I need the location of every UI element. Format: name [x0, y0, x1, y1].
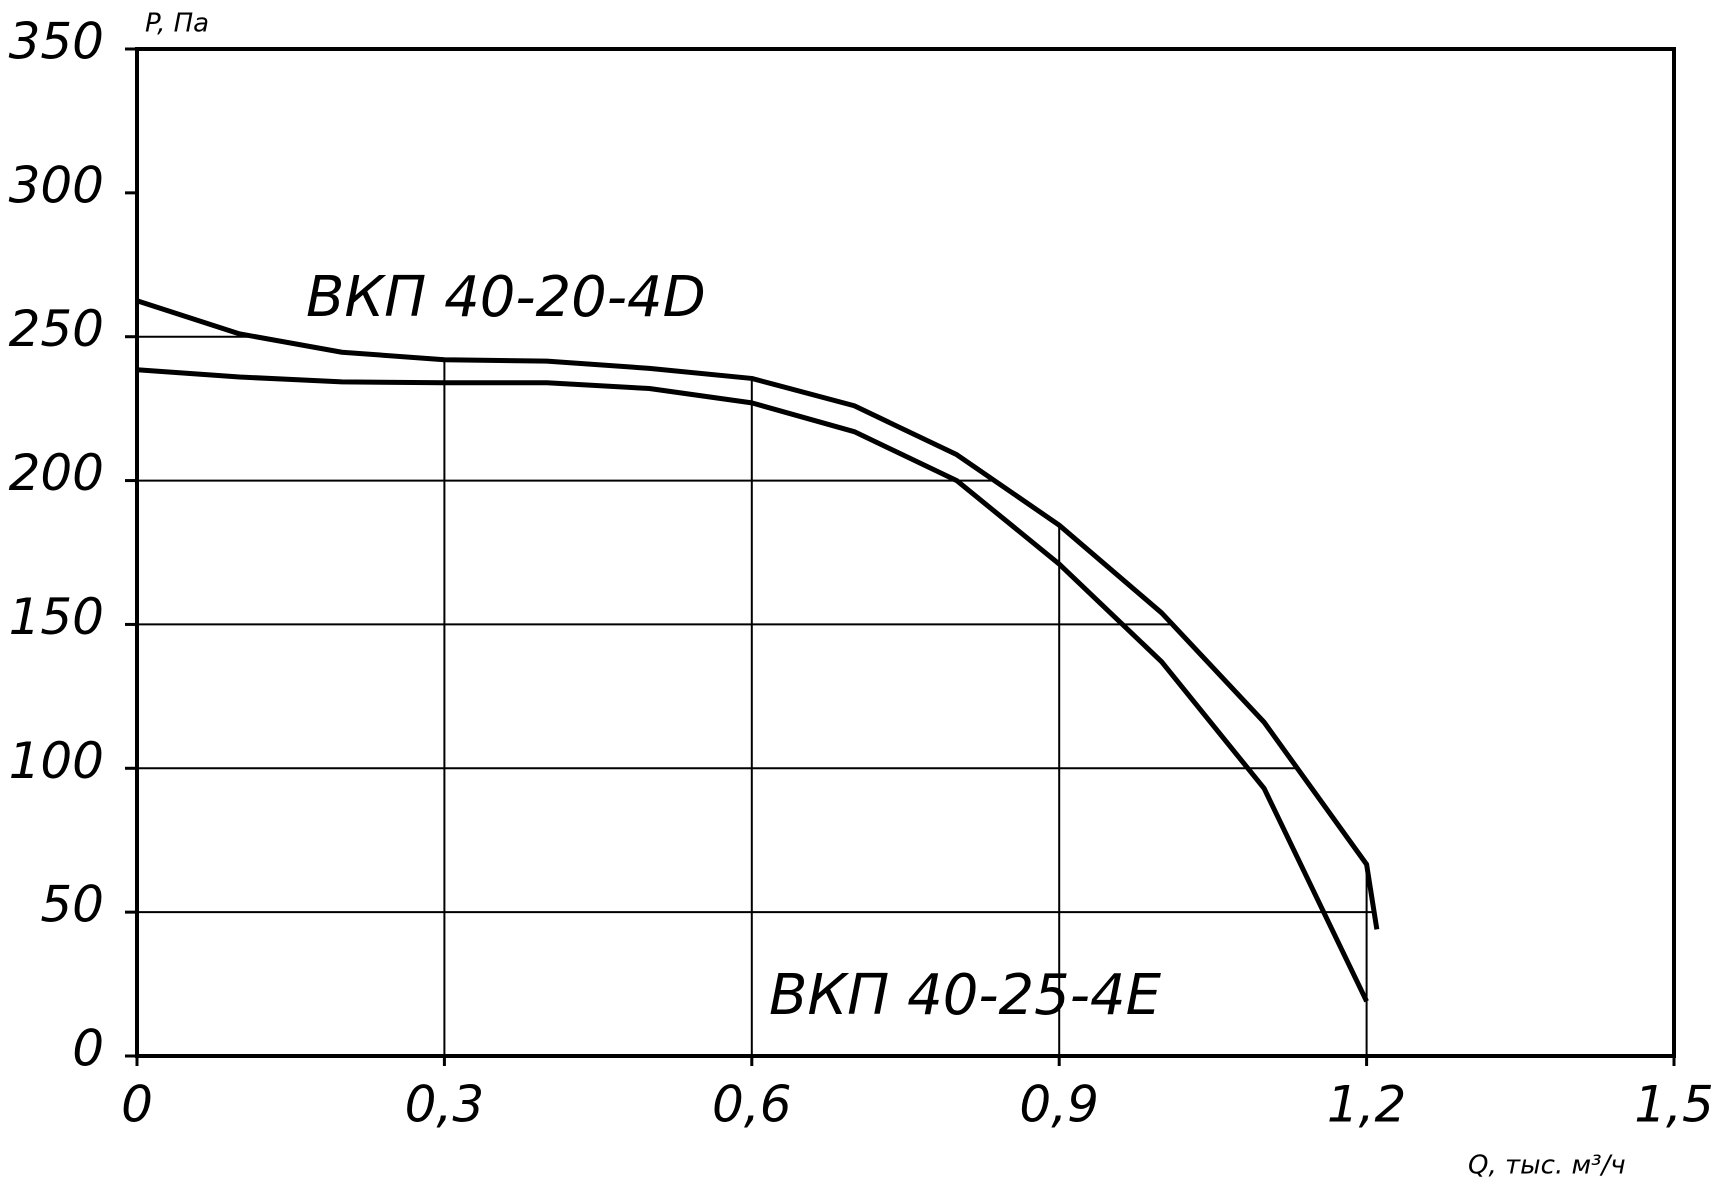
- y-tick-label: 100: [9, 732, 104, 790]
- series-label: ВКП 40-20-4D: [306, 265, 706, 330]
- y-tick-label: 0: [72, 1020, 104, 1078]
- x-tick-label: 0,6: [712, 1076, 792, 1134]
- x-tick-label: 1,5: [1634, 1076, 1712, 1134]
- plot-frame: [135, 47, 1676, 1058]
- series-line: [136, 367, 1369, 1003]
- y-tick-label: 300: [9, 156, 104, 214]
- y-tick-label: 150: [9, 588, 104, 646]
- y-tick-label: 350: [9, 13, 104, 71]
- series-line: [136, 298, 1380, 930]
- y-tick-label: 250: [9, 300, 104, 358]
- x-tick-label: 0: [121, 1076, 153, 1134]
- x-tick-label: 0,3: [405, 1076, 485, 1134]
- y-tick-label: 200: [9, 444, 104, 502]
- y-tick-label: 50: [40, 876, 104, 934]
- x-tick-label: 1,2: [1327, 1076, 1407, 1134]
- grid: [137, 300, 1377, 1056]
- x-tick-label: 0,9: [1019, 1076, 1099, 1134]
- x-axis-label: Q, тыс. м³/ч: [1468, 1151, 1626, 1181]
- y-axis-label: P, Па: [145, 9, 209, 39]
- series-label: ВКП 40-25-4E: [769, 963, 1162, 1028]
